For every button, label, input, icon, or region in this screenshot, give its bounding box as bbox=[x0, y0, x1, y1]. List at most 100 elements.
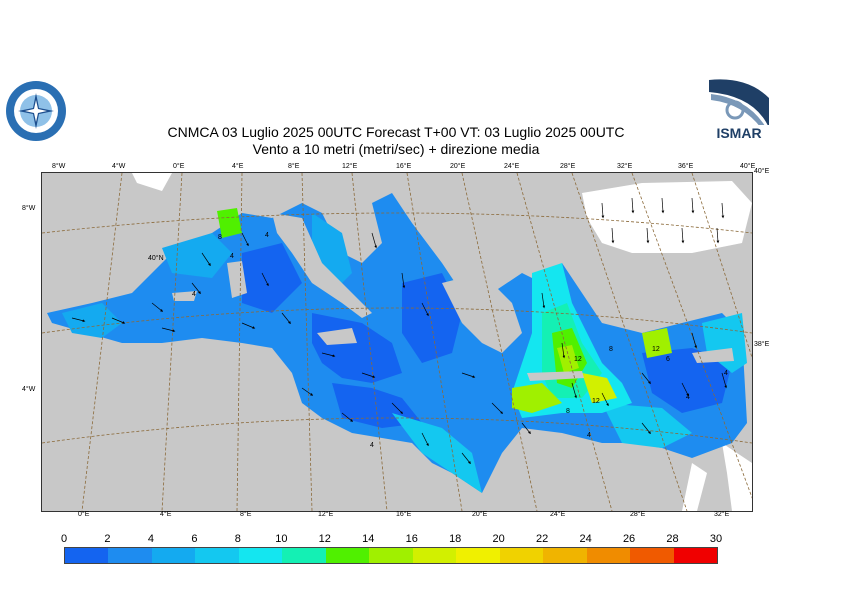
lon-label: 4°E bbox=[232, 163, 244, 170]
contour-label: 4 bbox=[370, 442, 374, 449]
ismar-logo: ISMAR bbox=[707, 79, 771, 140]
colorbar-swatch bbox=[282, 548, 326, 563]
balearic-land bbox=[172, 291, 197, 301]
colorbar-tick-label: 4 bbox=[147, 533, 154, 545]
contour-label: 4 bbox=[724, 370, 728, 377]
sea-mid-wind-4 bbox=[392, 413, 482, 493]
ismar-logo-text: ISMAR bbox=[716, 125, 761, 140]
sea-low-wind-2 bbox=[402, 273, 462, 363]
lion-gulf-wind bbox=[217, 208, 242, 238]
colorbar-tick-label: 12 bbox=[318, 533, 331, 545]
contour-label: 8 bbox=[566, 408, 570, 415]
red-sea-white bbox=[722, 443, 752, 511]
lat-label: 40°N bbox=[148, 255, 164, 262]
contour-label: 4 bbox=[587, 432, 591, 439]
wind-map: 8 4 4 4 12 12 12 8 8 6 4 4 4 4 bbox=[41, 172, 753, 512]
sea-low-wind-5 bbox=[642, 348, 732, 413]
lon-label: 8°E bbox=[288, 163, 300, 170]
colorbar-tick-label: 24 bbox=[579, 533, 592, 545]
lat-label: 4°W bbox=[22, 386, 36, 393]
contour-label: 4 bbox=[265, 232, 269, 239]
wind-arrows bbox=[71, 197, 727, 465]
contour-labels: 8 4 4 4 12 12 12 8 8 6 4 4 4 4 bbox=[192, 232, 728, 449]
lon-label: 20°E bbox=[450, 163, 466, 170]
cyprus-land bbox=[692, 348, 734, 363]
lon-label: 36°E bbox=[678, 163, 694, 170]
colorbar-tick-label: 22 bbox=[536, 533, 549, 545]
lon-label: 24°E bbox=[550, 511, 566, 518]
colorbar-swatch bbox=[673, 548, 718, 563]
wind-speed-colorbar bbox=[64, 547, 718, 564]
lon-label: 0°E bbox=[173, 163, 185, 170]
contour-label: 4 bbox=[230, 253, 234, 260]
colorbar-tick-label: 14 bbox=[362, 533, 375, 545]
lon-label: 32°E bbox=[617, 163, 633, 170]
italy-land bbox=[272, 213, 372, 318]
contour-label: 12 bbox=[652, 346, 660, 353]
contour-label: 8 bbox=[218, 234, 222, 241]
lon-label: 8°E bbox=[240, 511, 252, 518]
nile-white bbox=[682, 463, 707, 511]
colorbar-tick-label: 2 bbox=[104, 533, 111, 545]
contour-label: 4 bbox=[686, 394, 690, 401]
sea-low-wind-4 bbox=[242, 243, 302, 313]
lon-label: 12°E bbox=[318, 511, 334, 518]
contour-label: 8 bbox=[609, 346, 613, 353]
colorbar-swatch bbox=[65, 548, 109, 563]
colorbar-swatch bbox=[151, 548, 196, 563]
cnmca-logo bbox=[6, 81, 66, 141]
lon-label: 16°E bbox=[396, 511, 412, 518]
lon-label: 4°E bbox=[160, 511, 172, 518]
sicily-land bbox=[317, 328, 357, 345]
lon-label: 28°E bbox=[630, 511, 646, 518]
colorbar-tick-label: 18 bbox=[449, 533, 462, 545]
contour-label: 12 bbox=[574, 356, 582, 363]
colorbar-tick-label: 28 bbox=[666, 533, 679, 545]
chart-subtitle: Vento a 10 metri (metri/sec) + direzione… bbox=[252, 141, 540, 157]
sea-mid-wind-5 bbox=[602, 403, 692, 448]
lon-label: 8°W bbox=[52, 163, 66, 170]
crete-land bbox=[527, 371, 584, 381]
north-white bbox=[132, 173, 172, 191]
lat-label: 38°E bbox=[754, 341, 770, 348]
contour-label: 4 bbox=[192, 291, 196, 298]
aegean-high-wind-4 bbox=[557, 345, 579, 373]
colorbar-swatch bbox=[108, 548, 152, 563]
sea-west bbox=[47, 193, 747, 493]
sea-mid-wind-2 bbox=[162, 233, 232, 278]
lon-label: 24°E bbox=[504, 163, 520, 170]
sea-mid-wind-1 bbox=[62, 303, 122, 338]
lon-label: 4°W bbox=[112, 163, 126, 170]
lon-label: 32°E bbox=[714, 511, 730, 518]
colorbar-swatch bbox=[325, 548, 370, 563]
colorbar-swatch bbox=[630, 548, 674, 563]
lon-label: 0°E bbox=[78, 511, 90, 518]
colorbar-swatch bbox=[412, 548, 457, 563]
graticule bbox=[42, 173, 752, 511]
rhodes-high-wind bbox=[582, 373, 617, 403]
lon-label: 40°E bbox=[740, 163, 756, 170]
colorbar-tick-label: 10 bbox=[275, 533, 288, 545]
chart-title: CNMCA 03 Luglio 2025 00UTC Forecast T+00… bbox=[167, 124, 625, 140]
colorbar-tick-label: 26 bbox=[622, 533, 636, 545]
colorbar-swatch bbox=[456, 548, 500, 563]
sardinia-land bbox=[227, 261, 247, 298]
lon-label: 28°E bbox=[560, 163, 576, 170]
greece-land bbox=[442, 273, 522, 353]
colorbar-tick-label: 8 bbox=[234, 533, 241, 545]
crete-high-wind bbox=[512, 383, 562, 413]
colorbar-swatch bbox=[195, 548, 239, 563]
colorbar-tick-label: 16 bbox=[405, 533, 418, 545]
contour-label: 12 bbox=[592, 398, 600, 405]
colorbar-swatch bbox=[543, 548, 587, 563]
lon-label: 20°E bbox=[472, 511, 488, 518]
colorbar-swatch bbox=[586, 548, 631, 563]
cyprus-west-wind bbox=[642, 328, 672, 358]
lon-label: 12°E bbox=[342, 163, 358, 170]
lat-label: 8°W bbox=[22, 205, 36, 212]
colorbar-swatch bbox=[238, 548, 283, 563]
colorbar-tick-label: 30 bbox=[709, 533, 723, 545]
black-sea bbox=[582, 181, 752, 253]
contour-label: 6 bbox=[666, 356, 670, 363]
colorbar-swatch bbox=[369, 548, 413, 563]
